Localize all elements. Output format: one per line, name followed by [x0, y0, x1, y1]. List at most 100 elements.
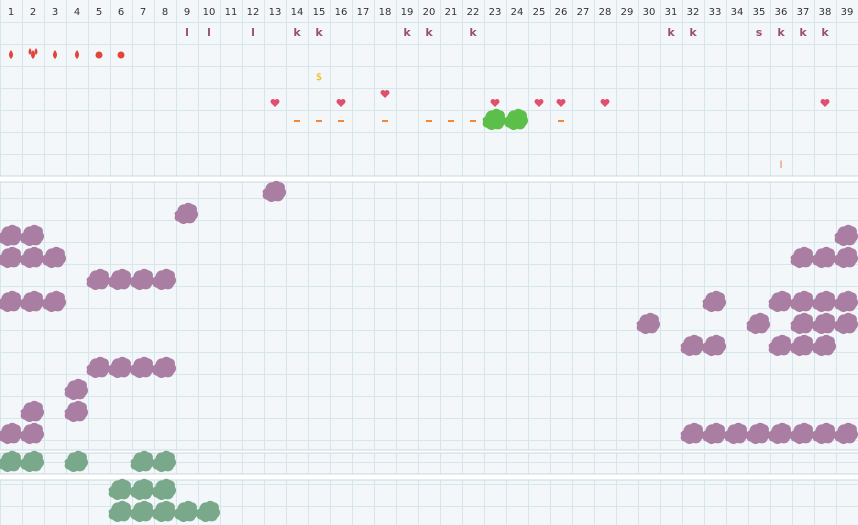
track-marker: k: [293, 26, 301, 39]
column-number: 33: [709, 7, 722, 18]
purple-block: [20, 400, 45, 423]
track-marker: l: [207, 26, 211, 39]
track-marker: k: [821, 26, 829, 39]
track-marker: s: [756, 26, 763, 39]
column-number: 12: [247, 7, 260, 18]
purple-block: [86, 268, 111, 291]
purple-block: [812, 246, 837, 269]
purple-block: [746, 422, 771, 445]
purple-block: [812, 312, 837, 335]
green-block: [20, 450, 45, 473]
dash-icon: [316, 120, 322, 122]
green-block: [64, 450, 89, 473]
column-number: 30: [643, 7, 656, 18]
column-number: 37: [797, 7, 810, 18]
purple-block: [262, 180, 287, 203]
heart-icon: [534, 99, 544, 107]
purple-block: [790, 312, 815, 335]
column-number: 8: [162, 7, 168, 18]
purple-block: [636, 312, 661, 335]
purple-block: [0, 224, 23, 247]
purple-block: [680, 334, 705, 357]
purple-block: [108, 268, 133, 291]
column-number: 36: [775, 7, 788, 18]
column-number: 21: [445, 7, 458, 18]
dash-icon: [382, 120, 388, 122]
column-number: 23: [489, 7, 502, 18]
purple-block: [724, 422, 749, 445]
purple-block: [834, 290, 858, 313]
purple-block: [20, 246, 45, 269]
column-number: 4: [74, 7, 80, 18]
column-number: 2: [30, 7, 36, 18]
column-number: 15: [313, 7, 326, 18]
purple-block: [702, 422, 727, 445]
purple-block: [130, 268, 155, 291]
purple-block: [130, 356, 155, 379]
green-block: [130, 500, 155, 523]
drop-icon: [9, 50, 13, 59]
track-marker: k: [315, 26, 323, 39]
purple-block: [702, 334, 727, 357]
purple-block: [0, 246, 23, 269]
heart-icon: [556, 99, 566, 107]
purple-block: [834, 422, 858, 445]
section-separator: [0, 176, 858, 182]
green-block: [196, 500, 221, 523]
purple-block: [152, 356, 177, 379]
green-block: [504, 108, 529, 131]
purple-block: [834, 246, 858, 269]
purple-block: [790, 246, 815, 269]
purple-block: [86, 356, 111, 379]
column-number: 3: [52, 7, 58, 18]
heart-icon: [820, 98, 830, 107]
track-marker: k: [799, 26, 807, 39]
column-number: 16: [335, 7, 348, 18]
heart-icon: [336, 99, 346, 107]
green-block: [130, 478, 155, 501]
column-number: 1: [8, 7, 14, 18]
drop-icon: [31, 50, 35, 59]
column-number: 5: [96, 7, 102, 18]
column-number: 22: [467, 7, 480, 18]
dash-icon: [294, 120, 300, 122]
column-number: 28: [599, 7, 612, 18]
section-separator: [0, 474, 858, 480]
purple-block: [746, 312, 771, 335]
column-number: 17: [357, 7, 370, 18]
column-number: 9: [184, 7, 190, 18]
column-number: 20: [423, 7, 436, 18]
purple-block: [702, 290, 727, 313]
purple-block: [790, 290, 815, 313]
purple-block: [790, 422, 815, 445]
dash-icon: [338, 120, 344, 122]
column-number: 24: [511, 7, 524, 18]
track-marker: k: [777, 26, 785, 39]
column-number: 19: [401, 7, 414, 18]
column-number: 18: [379, 7, 392, 18]
drop-icon: [75, 50, 79, 59]
orb-icon: [117, 51, 125, 59]
green-block: [152, 500, 177, 523]
purple-block: [768, 290, 793, 313]
green-block: [482, 108, 507, 131]
column-number: 34: [731, 7, 744, 18]
purple-block: [174, 202, 199, 225]
green-block: [130, 450, 155, 473]
column-number: 38: [819, 7, 832, 18]
column-number: 26: [555, 7, 568, 18]
dash-icon: [558, 120, 564, 122]
green-block: [108, 478, 133, 501]
purple-block: [42, 290, 67, 313]
purple-block: [152, 268, 177, 291]
column-number: 14: [291, 7, 304, 18]
column-number: 11: [225, 7, 238, 18]
flag: l: [780, 160, 783, 171]
column-number: 6: [118, 7, 124, 18]
purple-block: [20, 422, 45, 445]
heart-icon: [380, 90, 390, 98]
orb-icon: [95, 51, 103, 59]
heart-icon: [270, 99, 280, 107]
column-number: 13: [269, 7, 282, 18]
